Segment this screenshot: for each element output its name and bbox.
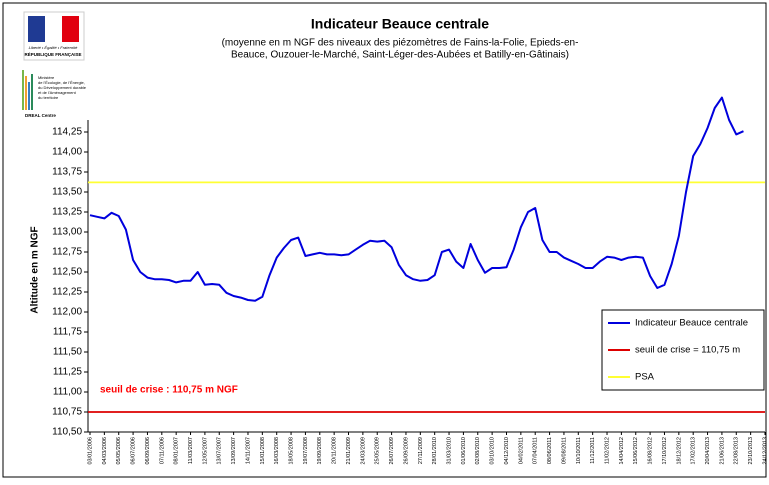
legend-label: PSA — [635, 372, 655, 383]
x-tick-label: 27/11/2009 — [418, 437, 424, 464]
x-tick-label: 07/11/2006 — [159, 437, 165, 464]
y-tick-label: 114,25 — [52, 127, 82, 138]
chart-subtitle: Beauce, Ouzouer-le-Marché, Saint-Léger-d… — [231, 50, 569, 61]
x-tick-label: 06/09/2006 — [145, 437, 151, 465]
x-tick-label: 19/09/2008 — [317, 437, 323, 465]
y-tick-label: 110,50 — [52, 427, 82, 438]
x-tick-label: 06/07/2006 — [131, 437, 137, 465]
frame — [2, 2, 767, 478]
x-tick-label: 11/02/2012 — [604, 437, 610, 464]
x-tick-label: 24/03/2009 — [360, 437, 366, 465]
x-tick-label: 18/05/2008 — [289, 437, 295, 465]
logo-ministry: du Développement durable — [38, 85, 87, 90]
x-tick-label: 12/05/2007 — [202, 437, 208, 465]
y-tick-label: 111,25 — [53, 367, 83, 378]
logo-ministry: et de l'Aménagement — [38, 90, 77, 95]
x-tick-label: 04/03/2006 — [102, 437, 108, 465]
y-axis-label: Altitude en m NGF — [30, 226, 41, 313]
x-tick-label: 20/04/2013 — [705, 437, 711, 465]
x-tick-label: 13/07/2007 — [217, 437, 223, 465]
legend-label: seuil de crise = 110,75 m — [635, 345, 740, 356]
x-tick-label: 22/08/2013 — [734, 437, 740, 465]
flag-red — [62, 16, 79, 42]
x-tick-label: 03/01/2006 — [87, 437, 93, 465]
x-tick-label: 08/01/2007 — [174, 437, 180, 465]
x-tick-label: 17/10/2012 — [662, 437, 668, 465]
y-tick-label: 111,50 — [53, 347, 83, 358]
logo-ministry: de l'Écologie, de l'Énergie, — [38, 80, 85, 85]
x-tick-label: 02/08/2010 — [475, 437, 481, 465]
x-tick-label: 20/11/2008 — [332, 437, 338, 464]
logo: Liberté • Égalité • Fraternité RÉPUBLIQU… — [22, 11, 87, 118]
x-tick-label: 05/05/2006 — [116, 437, 122, 465]
x-tick-label: 16/08/2012 — [648, 437, 654, 465]
flag-white — [45, 16, 62, 42]
y-tick-label: 113,25 — [52, 207, 82, 218]
x-tick-label: 25/05/2009 — [375, 437, 381, 465]
x-tick-label: 15/06/2012 — [633, 437, 639, 465]
x-tick-label: 10/10/2011 — [576, 437, 582, 464]
annotation: seuil de crise : 110,75 m NGF — [100, 385, 238, 396]
logo-motto: Liberté • Égalité • Fraternité — [29, 45, 79, 50]
legend-label: Indicateur Beauce centrale — [635, 318, 748, 329]
x-tick-label: 18/12/2012 — [676, 437, 682, 465]
y-tick-label: 112,25 — [52, 287, 82, 298]
logo-dreal: DREAL Centre — [25, 113, 56, 118]
x-tick-label: 07/04/2011 — [533, 437, 539, 464]
x-tick-label: 03/10/2010 — [490, 437, 496, 465]
chart-title: Indicateur Beauce centrale — [311, 16, 489, 32]
x-tick-label: 01/06/2010 — [461, 437, 467, 465]
logo-ministry: Ministère — [38, 75, 55, 80]
y-tick-label: 111,75 — [53, 327, 83, 338]
data-line — [89, 96, 744, 302]
x-tick-label: 19/07/2008 — [303, 437, 309, 465]
logo-bar — [22, 70, 24, 110]
y-tick-label: 112,50 — [52, 267, 82, 278]
chart-subtitle: (moyenne en m NGF des niveaux des piézom… — [222, 38, 579, 49]
logo-bar — [31, 74, 33, 110]
x-tick-label: 04/02/2011 — [518, 437, 524, 464]
x-tick-label: 26/09/2009 — [403, 437, 409, 465]
x-tick-label: 15/01/2008 — [260, 437, 266, 465]
x-tick-label: 11/03/2007 — [188, 437, 194, 464]
x-tick-label: 17/02/2013 — [691, 437, 697, 465]
x-tick-label: 09/08/2011 — [561, 437, 567, 464]
y-tick-label: 111,00 — [53, 387, 83, 398]
x-tick-label: 16/03/2008 — [274, 437, 280, 465]
logo-ministry: du territoire — [38, 95, 59, 100]
x-tick-label: 11/12/2011 — [590, 437, 596, 464]
x-tick-label: 08/06/2011 — [547, 437, 553, 464]
x-tick-label: 21/06/2013 — [719, 437, 725, 465]
y-tick-label: 113,75 — [52, 167, 82, 178]
y-tick-label: 113,50 — [52, 187, 82, 198]
x-tick-label: 24/12/2013 — [762, 437, 768, 465]
x-tick-label: 26/07/2009 — [389, 437, 395, 465]
logo-bar — [25, 76, 27, 110]
x-tick-label: 31/03/2010 — [446, 437, 452, 465]
flag-blue — [28, 16, 45, 42]
logo-republic: RÉPUBLIQUE FRANÇAISE — [24, 50, 81, 57]
x-tick-label: 23/10/2013 — [748, 437, 754, 465]
y-tick-label: 110,75 — [52, 407, 82, 418]
x-tick-label: 21/01/2009 — [346, 437, 352, 465]
y-tick-label: 113,00 — [52, 227, 82, 238]
x-tick-label: 13/09/2007 — [231, 437, 237, 465]
x-tick-label: 28/01/2010 — [432, 437, 438, 465]
x-tick-label: 04/12/2010 — [504, 437, 510, 465]
x-tick-label: 14/04/2012 — [619, 437, 625, 465]
y-tick-label: 112,75 — [52, 247, 82, 258]
logo-bar — [28, 82, 30, 110]
y-tick-label: 112,00 — [52, 307, 82, 318]
x-tick-label: 14/11/2007 — [245, 437, 251, 464]
y-tick-label: 114,00 — [52, 147, 82, 158]
